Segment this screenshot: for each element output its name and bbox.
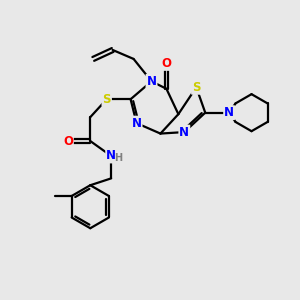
Text: N: N: [224, 106, 234, 119]
Text: O: O: [63, 134, 73, 148]
Text: N: N: [106, 149, 116, 163]
Text: N: N: [179, 126, 189, 139]
Text: N: N: [146, 75, 157, 88]
Text: N: N: [132, 117, 142, 130]
Text: S: S: [192, 81, 200, 94]
Text: H: H: [114, 153, 122, 164]
Text: O: O: [161, 57, 171, 70]
Text: S: S: [103, 93, 111, 106]
